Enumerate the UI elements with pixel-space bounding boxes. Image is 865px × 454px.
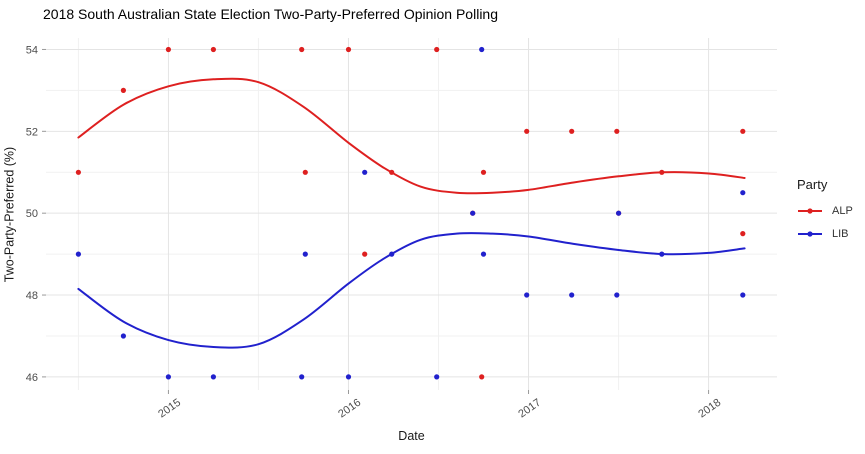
lib-point xyxy=(299,374,305,380)
alp-trend-line xyxy=(77,77,746,195)
lib-point xyxy=(362,169,368,175)
legend-label-lib: LIB xyxy=(832,227,849,240)
lib-point xyxy=(470,210,476,216)
x-tick-label: 2018 xyxy=(696,397,723,421)
y-tick-label: 48 xyxy=(26,290,38,302)
x-tick-label: 2017 xyxy=(516,397,543,421)
lib-point xyxy=(389,251,395,257)
legend-title: Party xyxy=(797,177,828,192)
alp-point xyxy=(740,231,746,237)
lib-point xyxy=(569,292,575,298)
alp-point xyxy=(659,169,665,175)
legend-entry-alp: ALP xyxy=(797,199,853,222)
lib-point xyxy=(616,210,622,216)
alp-point xyxy=(480,169,487,175)
alp-point xyxy=(524,128,530,134)
alp-point xyxy=(740,128,746,134)
lib-point xyxy=(75,251,81,257)
lib-point xyxy=(480,251,487,257)
alp-point xyxy=(434,46,440,53)
lib-point xyxy=(659,251,665,257)
alp-line-point-icon xyxy=(797,204,823,218)
legend-entry-lib: LIB xyxy=(797,222,853,245)
legend: Party ALP LIB xyxy=(797,177,853,245)
lib-point xyxy=(740,190,746,196)
lib-point xyxy=(302,251,308,257)
alp-point xyxy=(299,46,305,53)
alp-point xyxy=(210,46,216,53)
alp-point xyxy=(75,169,81,175)
x-tick-label: 2015 xyxy=(156,397,183,421)
y-axis-title: Two-Party-Preferred (%) xyxy=(2,146,17,283)
lib-point xyxy=(210,374,216,380)
y-tick-label: 54 xyxy=(26,44,38,56)
legend-label-alp: ALP xyxy=(832,204,853,217)
alp-point xyxy=(120,87,126,93)
alp-point xyxy=(569,128,575,134)
y-tick-label: 52 xyxy=(26,126,38,138)
alp-point xyxy=(479,374,485,380)
alp-point xyxy=(165,46,171,53)
chart-title: 2018 South Australian State Election Two… xyxy=(43,6,498,22)
alp-point xyxy=(389,169,395,175)
lib-trend-line xyxy=(77,232,746,349)
lib-line-point-icon xyxy=(797,227,823,241)
lib-point xyxy=(434,374,440,380)
lib-point xyxy=(740,292,746,298)
lib-point xyxy=(120,333,126,339)
lib-point xyxy=(165,374,171,380)
y-tick-label: 50 xyxy=(26,208,38,220)
lib-point xyxy=(479,46,485,53)
lib-point xyxy=(345,374,352,380)
alp-point xyxy=(362,251,368,257)
alp-point xyxy=(614,128,620,134)
y-tick-label: 46 xyxy=(26,372,38,384)
lib-point xyxy=(524,292,530,298)
x-axis-title: Date xyxy=(398,429,425,443)
x-tick-label: 2016 xyxy=(336,397,363,421)
alp-point xyxy=(302,169,308,175)
alp-point xyxy=(345,46,352,53)
lib-point xyxy=(614,292,620,298)
